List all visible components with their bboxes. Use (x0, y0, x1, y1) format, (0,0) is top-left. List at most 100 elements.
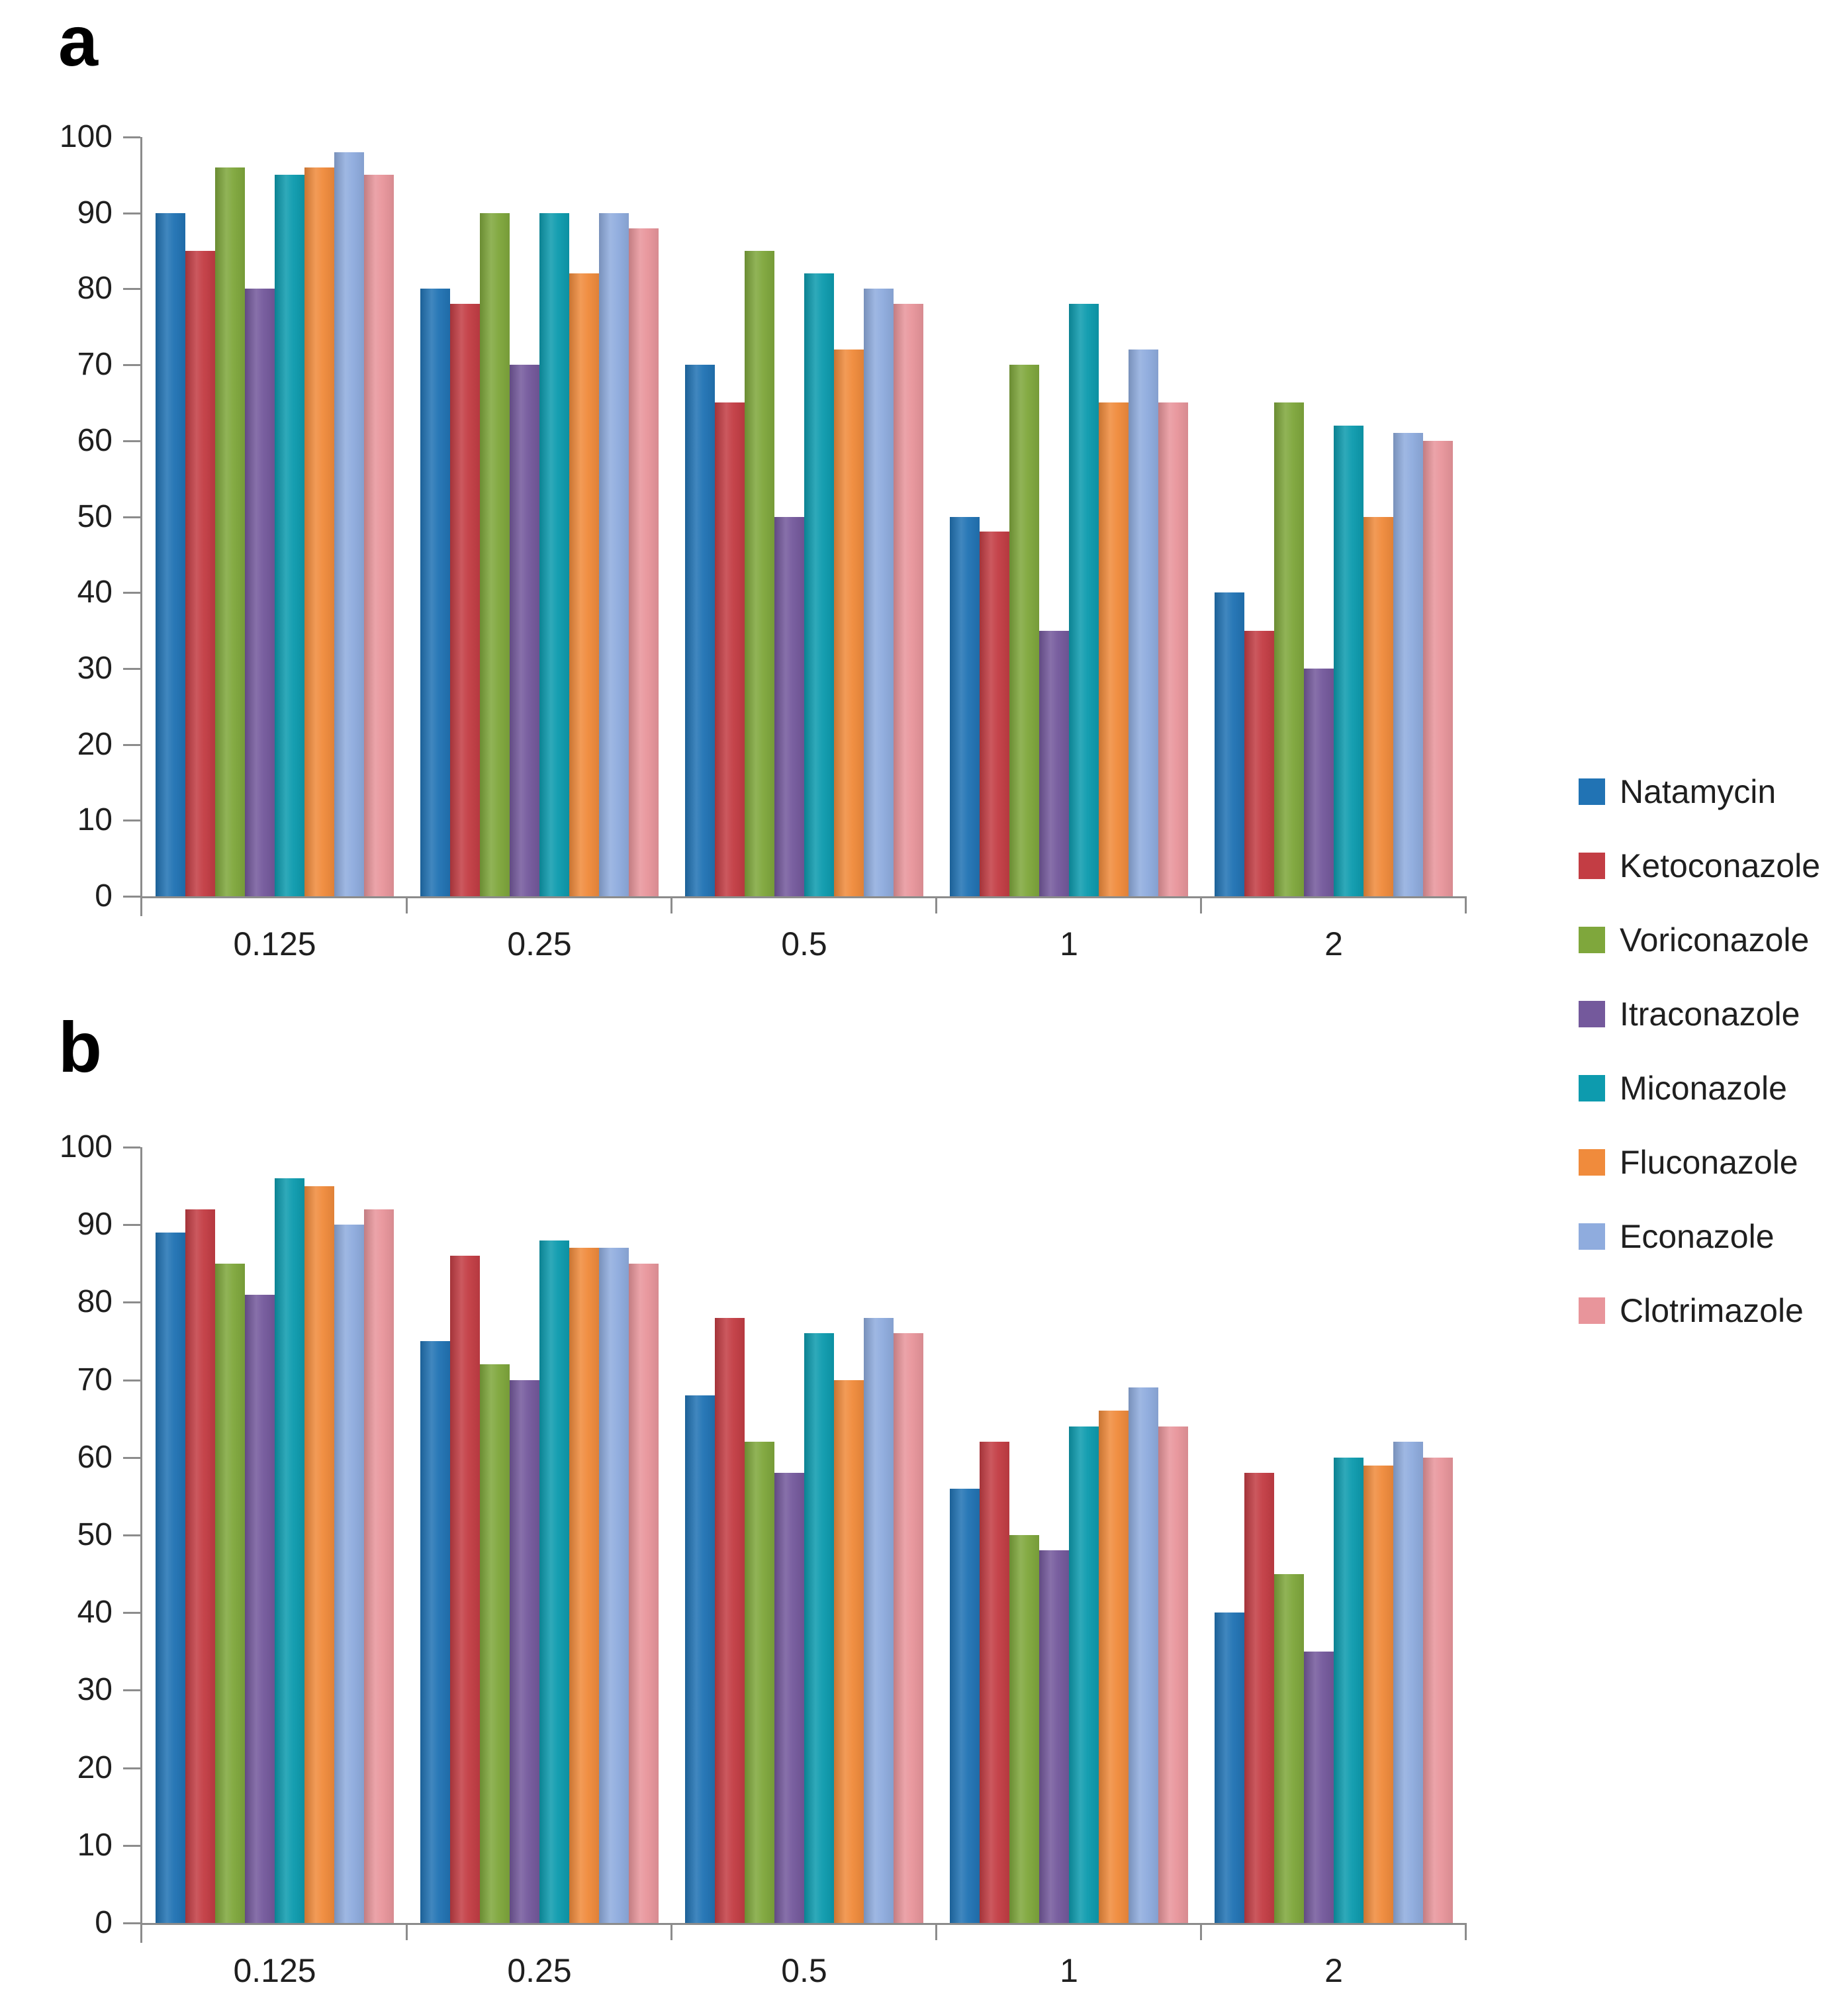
bar-b-natamycin-1 (950, 1488, 980, 1923)
bar-group-b-2 (1201, 1147, 1466, 1923)
bar-b-ketoconazole-0.5 (715, 1317, 745, 1923)
legend-item-itraconazole: Itraconazole (1579, 996, 1800, 1033)
bar-a-natamycin-0.25 (420, 289, 450, 896)
legend-label-fluconazole: Fluconazole (1620, 1144, 1798, 1181)
y-tick-b-100 (123, 1146, 140, 1148)
y-tick-label-a-70: 70 (77, 347, 113, 383)
legend-item-ketoconazole: Ketoconazole (1579, 847, 1820, 884)
bar-a-fluconazole-2 (1363, 516, 1393, 896)
legend: Natamycin Ketoconazole Voriconazole Itracon… (1579, 773, 1843, 1382)
legend-label-natamycin: Natamycin (1620, 773, 1777, 810)
bar-a-itraconazole-0.25 (510, 365, 539, 896)
bar-b-clotrimazole-2 (1423, 1457, 1453, 1923)
y-tick-label-a-0: 0 (95, 878, 113, 913)
x-tick-a-2 (670, 896, 672, 913)
legend-swatch-clotrimazole (1579, 1297, 1605, 1324)
bar-group-a-0.25 (407, 137, 672, 896)
bar-a-fluconazole-0.25 (569, 273, 599, 896)
bar-b-ketoconazole-2 (1244, 1473, 1274, 1923)
x-tick-a-5 (1465, 896, 1467, 913)
y-tick-a-10 (123, 819, 140, 822)
y-tick-a-30 (123, 667, 140, 670)
bar-a-natamycin-2 (1215, 592, 1244, 896)
y-tick-label-a-20: 20 (77, 726, 113, 762)
bar-a-fluconazole-1 (1099, 402, 1129, 896)
y-tick-label-b-20: 20 (77, 1750, 113, 1785)
y-tick-label-a-100: 100 (59, 119, 113, 154)
y-tick-label-b-10: 10 (77, 1827, 113, 1863)
bar-b-itraconazole-0.25 (510, 1380, 539, 1923)
bar-a-natamycin-1 (950, 516, 980, 896)
y-tick-b-60 (123, 1456, 140, 1459)
bar-a-clotrimazole-0.125 (364, 175, 394, 896)
bar-a-ketoconazole-0.125 (185, 251, 215, 896)
bar-group-b-0.125 (142, 1147, 407, 1923)
bar-a-ketoconazole-1 (980, 532, 1009, 896)
bar-a-itraconazole-0.125 (245, 289, 275, 896)
bar-b-miconazole-0.5 (804, 1333, 834, 1923)
x-tick-label-a-0.5: 0.5 (781, 925, 827, 962)
bar-b-fluconazole-0.5 (834, 1380, 864, 1923)
legend-item-miconazole: Miconazole (1579, 1070, 1787, 1107)
bar-a-natamycin-0.5 (685, 365, 715, 896)
x-tick-a-1 (406, 896, 408, 913)
y-tick-a-20 (123, 743, 140, 746)
bar-b-econazole-1 (1129, 1387, 1158, 1923)
x-tick-label-b-0.125: 0.125 (233, 1952, 316, 1989)
bar-a-miconazole-0.25 (539, 212, 569, 896)
bar-a-fluconazole-0.125 (304, 167, 334, 896)
bar-b-voriconazole-0.25 (480, 1364, 510, 1923)
legend-item-fluconazole: Fluconazole (1579, 1144, 1798, 1181)
legend-label-miconazole: Miconazole (1620, 1070, 1787, 1107)
bar-b-natamycin-0.125 (156, 1232, 185, 1923)
bar-group-b-0.5 (672, 1147, 937, 1923)
x-tick-label-b-0.5: 0.5 (781, 1952, 827, 1989)
bar-a-itraconazole-0.5 (774, 516, 804, 896)
x-tick-label-b-2: 2 (1324, 1952, 1343, 1989)
bar-a-miconazole-2 (1334, 425, 1363, 896)
plot-area-a (142, 137, 1466, 896)
bar-a-ketoconazole-0.5 (715, 402, 745, 896)
bar-a-voriconazole-1 (1009, 365, 1039, 896)
legend-item-econazole: Econazole (1579, 1218, 1775, 1255)
x-tick-b-4 (1200, 1923, 1202, 1940)
y-tick-label-b-30: 30 (77, 1672, 113, 1708)
bar-b-clotrimazole-1 (1158, 1426, 1188, 1923)
legend-swatch-miconazole (1579, 1075, 1605, 1101)
bar-b-natamycin-2 (1215, 1613, 1244, 1923)
x-tick-a-3 (935, 896, 937, 913)
legend-item-clotrimazole: Clotrimazole (1579, 1292, 1804, 1329)
bar-a-ketoconazole-2 (1244, 630, 1274, 896)
y-tick-label-b-50: 50 (77, 1517, 113, 1552)
x-tick-label-b-0.25: 0.25 (507, 1952, 572, 1989)
bar-a-clotrimazole-0.5 (894, 304, 923, 896)
y-tick-b-70 (123, 1379, 140, 1381)
y-tick-b-0 (123, 1922, 140, 1924)
legend-label-ketoconazole: Ketoconazole (1620, 847, 1821, 884)
y-tick-label-b-40: 40 (77, 1595, 113, 1630)
bar-b-natamycin-0.5 (685, 1395, 715, 1923)
bar-group-a-0.125 (142, 137, 407, 896)
bar-group-b-1 (937, 1147, 1201, 1923)
x-tick-label-a-0.125: 0.125 (233, 925, 316, 962)
y-tick-label-a-60: 60 (77, 422, 113, 458)
y-axis-line-b (140, 1147, 142, 1943)
legend-item-voriconazole: Voriconazole (1579, 921, 1809, 959)
bar-a-voriconazole-2 (1274, 402, 1304, 896)
y-tick-label-b-0: 0 (95, 1905, 113, 1940)
bar-b-itraconazole-0.125 (245, 1294, 275, 1923)
legend-label-itraconazole: Itraconazole (1620, 996, 1800, 1033)
panel-b: b 100 90 80 70 60 50 40 30 20 10 0 0.125 0.25 0.5 1 2 (0, 993, 1848, 2011)
bar-b-econazole-2 (1393, 1442, 1423, 1923)
y-tick-a-100 (123, 136, 140, 138)
bar-b-miconazole-2 (1334, 1457, 1363, 1923)
y-tick-b-10 (123, 1844, 140, 1847)
y-tick-b-20 (123, 1767, 140, 1769)
bar-a-miconazole-0.5 (804, 273, 834, 896)
y-tick-b-90 (123, 1224, 140, 1227)
y-tick-label-a-30: 30 (77, 650, 113, 686)
x-tick-a-4 (1200, 896, 1202, 913)
bar-group-b-0.25 (407, 1147, 672, 1923)
legend-swatch-itraconazole (1579, 1001, 1605, 1027)
y-tick-a-80 (123, 288, 140, 291)
